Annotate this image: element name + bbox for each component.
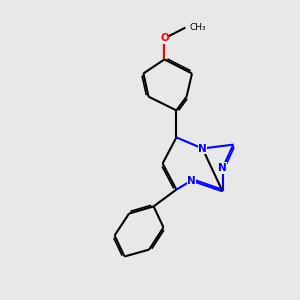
Text: O: O: [160, 33, 169, 43]
Text: N: N: [187, 176, 196, 186]
Text: CH₃: CH₃: [190, 22, 206, 32]
Text: N: N: [218, 163, 227, 173]
Text: N: N: [198, 143, 207, 154]
